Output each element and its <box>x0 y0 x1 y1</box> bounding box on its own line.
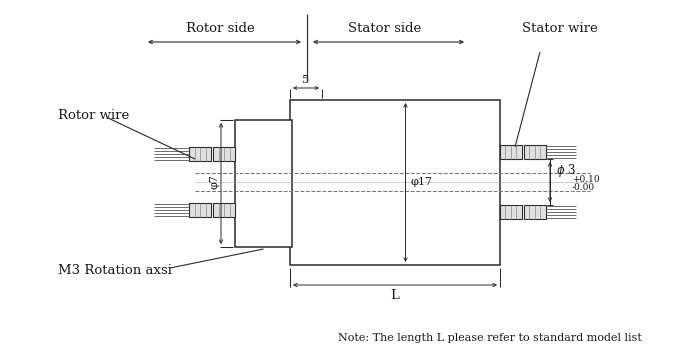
Text: Stator wire: Stator wire <box>522 21 598 34</box>
Text: -0.00: -0.00 <box>572 183 595 192</box>
Bar <box>189 147 211 161</box>
Bar <box>500 205 522 219</box>
Text: Stator side: Stator side <box>348 21 422 34</box>
Text: L: L <box>391 289 400 302</box>
Bar <box>235 120 292 247</box>
Text: Note: The length L please refer to standard model list: Note: The length L please refer to stand… <box>338 333 642 343</box>
Text: Rotor side: Rotor side <box>186 21 254 34</box>
Text: $\phi$ 3: $\phi$ 3 <box>556 162 576 179</box>
Bar <box>524 145 546 159</box>
Bar <box>524 205 546 219</box>
Bar <box>500 145 522 159</box>
Bar <box>213 203 235 217</box>
Text: M3 Rotation axsi: M3 Rotation axsi <box>58 263 172 276</box>
Text: Rotor wire: Rotor wire <box>58 108 129 121</box>
Text: φ7: φ7 <box>210 175 220 189</box>
Bar <box>213 147 235 161</box>
Text: +0.10: +0.10 <box>572 175 600 184</box>
Bar <box>189 203 211 217</box>
Text: φ17: φ17 <box>411 177 432 187</box>
Text: 5: 5 <box>302 75 309 85</box>
Bar <box>290 100 500 265</box>
